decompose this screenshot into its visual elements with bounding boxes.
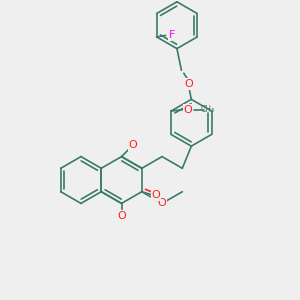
Text: O: O	[152, 190, 160, 200]
Text: O: O	[158, 198, 167, 208]
Text: O: O	[117, 211, 126, 221]
Text: CH₃: CH₃	[201, 105, 215, 114]
Text: O: O	[129, 140, 137, 150]
Text: O: O	[184, 104, 192, 115]
Text: O: O	[184, 79, 193, 89]
Text: F: F	[169, 30, 175, 40]
